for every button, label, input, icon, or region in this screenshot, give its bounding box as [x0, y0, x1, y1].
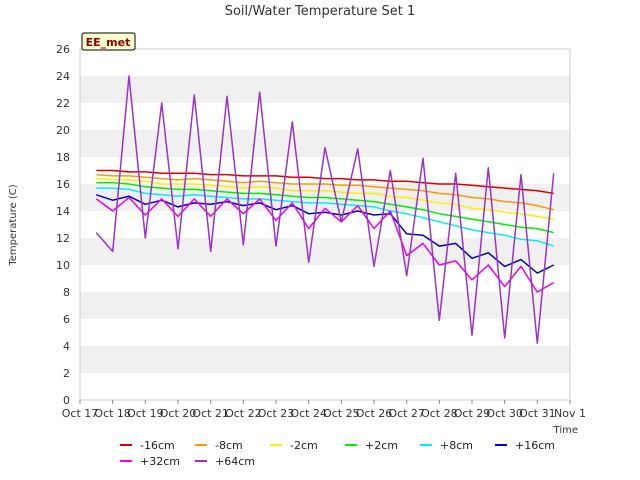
series-line	[96, 173, 554, 211]
grid-band	[80, 130, 570, 157]
ee-met-badge-text: EE_met	[86, 36, 131, 49]
y-tick-label: 6	[63, 313, 70, 326]
x-tick-label: Oct 28	[421, 407, 458, 420]
y-tick-label: 2	[63, 367, 70, 380]
grid-band	[80, 346, 570, 373]
x-tick-label: Oct 31	[519, 407, 556, 420]
x-tick-label: Oct 24	[290, 407, 327, 420]
series-line	[96, 177, 554, 220]
series-line	[96, 169, 554, 195]
plot-frame	[79, 48, 571, 401]
y-tick-label: 16	[56, 178, 70, 191]
x-tick-label: Oct 25	[323, 407, 360, 420]
chart-title: Soil/Water Temperature Set 1	[225, 4, 416, 19]
x-tick-label: Oct 22	[225, 407, 262, 420]
grid-band	[80, 211, 570, 238]
x-tick-label: Oct 26	[356, 407, 393, 420]
legend-label: -8cm	[215, 439, 243, 452]
y-tick-label: 0	[63, 394, 70, 407]
grid-bands	[80, 49, 570, 400]
grid-band	[80, 265, 570, 292]
legend-label: +2cm	[365, 439, 398, 452]
y-tick-label: 8	[63, 286, 70, 299]
x-tick-label: Oct 27	[388, 407, 425, 420]
grid-band	[80, 373, 570, 400]
x-tick-label: Oct 21	[192, 407, 229, 420]
series-line	[96, 181, 554, 234]
legend-label: +32cm	[140, 455, 180, 468]
y-tick-label: 18	[56, 151, 70, 164]
x-tick-label: Oct 17	[62, 407, 99, 420]
y-tick-label: 24	[56, 70, 70, 83]
y-axis-label: Temperature (C)	[8, 184, 19, 266]
grid-band	[80, 292, 570, 319]
ee-met-badge: EE_met	[81, 32, 136, 51]
y-tick-label: 22	[56, 97, 70, 110]
grid-band	[80, 49, 570, 76]
series-lines	[95, 75, 555, 345]
legend: -16cm -8cm -2cm +2cm +8cm +16cm +32cm +64cm	[120, 439, 555, 468]
y-tick-label: 10	[56, 259, 70, 272]
x-tick-label: Oct 30	[486, 407, 523, 420]
legend-label: +16cm	[515, 439, 555, 452]
y-tick-label: 20	[56, 124, 70, 137]
y-tick-label: 12	[56, 232, 70, 245]
x-tick-label: Nov 1	[554, 407, 586, 420]
grid-band	[80, 103, 570, 130]
y-tick-label: 26	[56, 43, 70, 56]
y-tick-label: 14	[56, 205, 70, 218]
legend-label: +8cm	[440, 439, 473, 452]
x-tick-label: Oct 23	[258, 407, 295, 420]
grid-band	[80, 319, 570, 346]
x-tick-label: Oct 18	[94, 407, 131, 420]
x-tick-label: Oct 19	[127, 407, 164, 420]
x-tick-label: Oct 20	[160, 407, 197, 420]
x-axis-label: Time	[553, 425, 578, 436]
legend-label: -2cm	[290, 439, 318, 452]
legend-label: +64cm	[215, 455, 255, 468]
grid-band	[80, 76, 570, 103]
grid-band	[80, 238, 570, 265]
x-tick-label: Oct 29	[454, 407, 491, 420]
legend-label: -16cm	[140, 439, 175, 452]
y-tick-label: 4	[63, 340, 70, 353]
series-line	[95, 75, 555, 345]
